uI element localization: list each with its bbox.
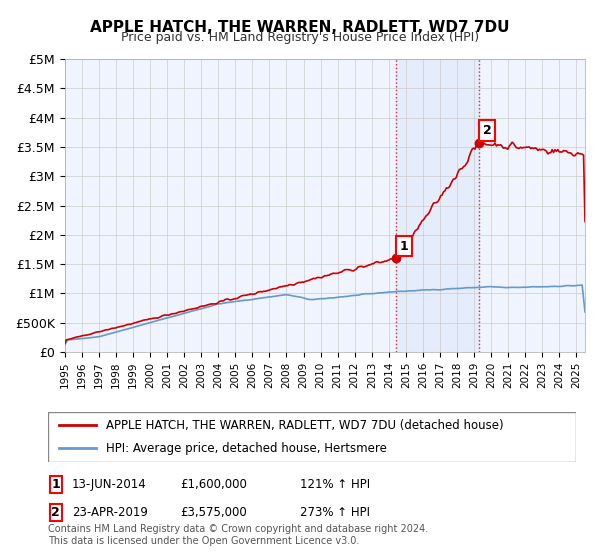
Text: £1,600,000: £1,600,000 [180, 478, 247, 492]
Text: Contains HM Land Registry data © Crown copyright and database right 2024.
This d: Contains HM Land Registry data © Crown c… [48, 524, 428, 546]
Text: 2: 2 [483, 124, 491, 137]
FancyBboxPatch shape [49, 505, 62, 521]
Text: Price paid vs. HM Land Registry's House Price Index (HPI): Price paid vs. HM Land Registry's House … [121, 31, 479, 44]
Text: 273% ↑ HPI: 273% ↑ HPI [300, 506, 370, 520]
Text: 121% ↑ HPI: 121% ↑ HPI [300, 478, 370, 492]
Text: 2: 2 [51, 506, 60, 520]
Text: 13-JUN-2014: 13-JUN-2014 [72, 478, 147, 492]
Text: HPI: Average price, detached house, Hertsmere: HPI: Average price, detached house, Hert… [106, 442, 387, 455]
Text: 1: 1 [51, 478, 60, 492]
FancyBboxPatch shape [49, 477, 62, 493]
Text: 1: 1 [400, 240, 409, 253]
Text: APPLE HATCH, THE WARREN, RADLETT, WD7 7DU (detached house): APPLE HATCH, THE WARREN, RADLETT, WD7 7D… [106, 419, 504, 432]
Text: £3,575,000: £3,575,000 [180, 506, 247, 520]
Bar [397, 59, 479, 352]
Text: 23-APR-2019: 23-APR-2019 [72, 506, 148, 520]
FancyBboxPatch shape [48, 412, 576, 462]
Text: APPLE HATCH, THE WARREN, RADLETT, WD7 7DU: APPLE HATCH, THE WARREN, RADLETT, WD7 7D… [90, 20, 510, 35]
